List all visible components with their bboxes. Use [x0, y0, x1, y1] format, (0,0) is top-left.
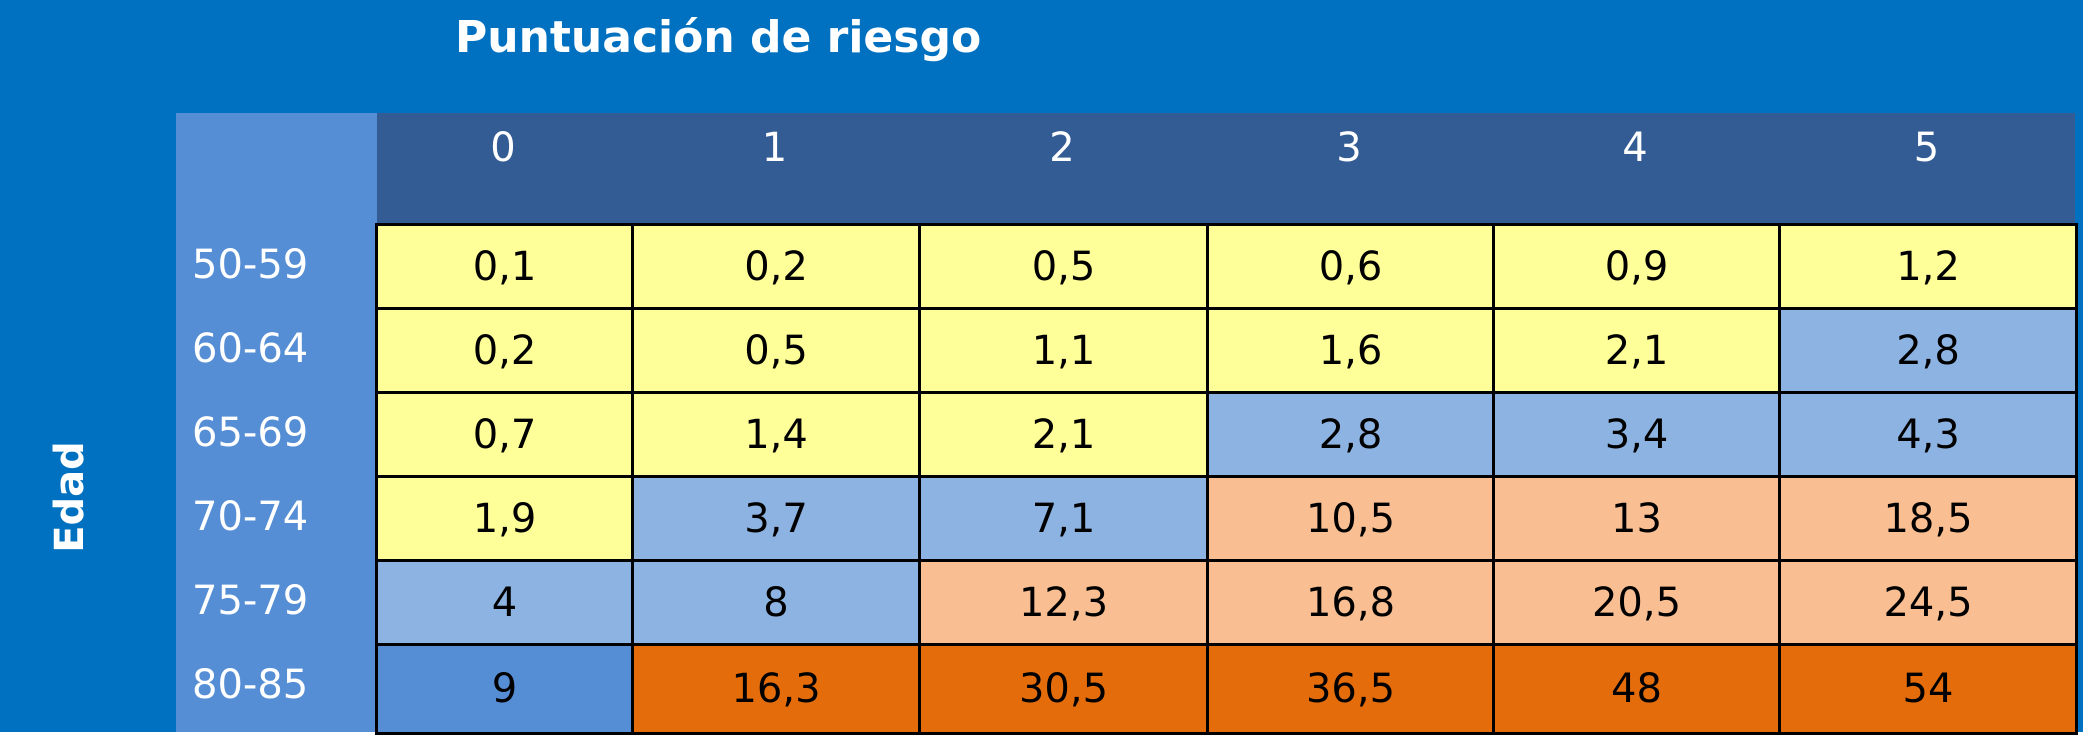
- row-header-60-64: 60-64: [192, 326, 309, 372]
- risk-cell: 1,9: [375, 475, 634, 562]
- column-header-0: 0: [490, 125, 516, 171]
- row-header-75-79: 75-79: [192, 578, 309, 624]
- risk-grid: 0,1 0,2 0,5 0,6 0,9 1,2 0,2 0,5 1,1 1,6 2,1 2,8 0,7 1…: [375, 223, 2078, 735]
- risk-cell: 16,3: [631, 643, 921, 735]
- table-row: 9 16,3 30,5 36,5 48 54: [375, 643, 2078, 735]
- column-header-3: 3: [1336, 125, 1362, 171]
- column-axis-title: Puntuación de riesgo: [455, 12, 982, 63]
- column-header-1: 1: [761, 125, 788, 171]
- row-header-band: [176, 113, 377, 732]
- risk-cell: 30,5: [918, 643, 1209, 735]
- table-row: 0,2 0,5 1,1 1,6 2,1 2,8: [375, 307, 2078, 394]
- risk-cell: 1,1: [918, 307, 1209, 394]
- risk-cell: 0,6: [1206, 223, 1495, 310]
- row-header-80-85: 80-85: [192, 662, 309, 708]
- risk-cell: 18,5: [1778, 475, 2078, 562]
- risk-cell: 7,1: [918, 475, 1209, 562]
- risk-cell: 10,5: [1206, 475, 1495, 562]
- risk-cell: 2,8: [1778, 307, 2078, 394]
- risk-cell: 3,7: [631, 475, 921, 562]
- column-header-2: 2: [1049, 125, 1075, 171]
- row-header-65-69: 65-69: [192, 410, 309, 456]
- row-axis-title-area: Edad: [0, 110, 140, 732]
- risk-cell: 12,3: [918, 559, 1209, 646]
- risk-cell: 4,3: [1778, 391, 2078, 478]
- column-header-5: 5: [1913, 125, 1940, 171]
- column-header-band: [377, 113, 2075, 223]
- risk-cell: 9: [375, 643, 634, 735]
- risk-cell: 48: [1492, 643, 1781, 735]
- risk-cell: 0,7: [375, 391, 634, 478]
- risk-cell: 0,2: [375, 307, 634, 394]
- risk-cell: 2,8: [1206, 391, 1495, 478]
- risk-cell: 0,9: [1492, 223, 1781, 310]
- risk-cell: 24,5: [1778, 559, 2078, 646]
- risk-cell: 8: [631, 559, 921, 646]
- risk-cell: 20,5: [1492, 559, 1781, 646]
- risk-cell: 54: [1778, 643, 2078, 735]
- risk-cell: 36,5: [1206, 643, 1495, 735]
- risk-cell: 1,2: [1778, 223, 2078, 310]
- risk-cell: 2,1: [1492, 307, 1781, 394]
- table-row: 1,9 3,7 7,1 10,5 13 18,5: [375, 475, 2078, 562]
- risk-cell: 3,4: [1492, 391, 1781, 478]
- risk-cell: 0,5: [631, 307, 921, 394]
- risk-cell: 0,5: [918, 223, 1209, 310]
- table-row: 4 8 12,3 16,8 20,5 24,5: [375, 559, 2078, 646]
- table-row: 0,1 0,2 0,5 0,6 0,9 1,2: [375, 223, 2078, 310]
- row-axis-title: Edad: [47, 441, 93, 553]
- risk-cell: 1,6: [1206, 307, 1495, 394]
- risk-cell: 1,4: [631, 391, 921, 478]
- risk-cell: 0,1: [375, 223, 634, 310]
- risk-cell: 13: [1492, 475, 1781, 562]
- column-header-4: 4: [1622, 125, 1648, 171]
- risk-cell: 4: [375, 559, 634, 646]
- table-row: 0,7 1,4 2,1 2,8 3,4 4,3: [375, 391, 2078, 478]
- risk-cell: 16,8: [1206, 559, 1495, 646]
- row-header-70-74: 70-74: [192, 494, 309, 540]
- risk-cell: 2,1: [918, 391, 1209, 478]
- row-header-50-59: 50-59: [192, 242, 309, 288]
- risk-cell: 0,2: [631, 223, 921, 310]
